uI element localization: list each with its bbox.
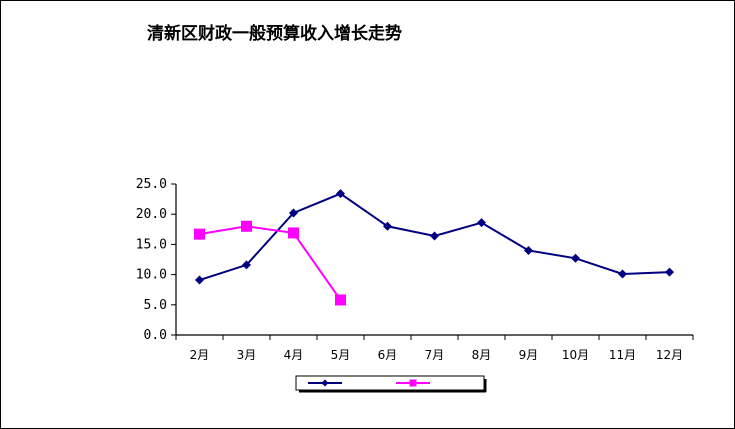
- data-point: [195, 275, 204, 285]
- x-tick-label: 11月: [609, 348, 636, 362]
- data-point: [409, 379, 417, 387]
- y-tick-label: 15.0: [136, 237, 167, 252]
- data-point: [571, 253, 580, 263]
- legend: [295, 375, 487, 393]
- x-tick-label: 7月: [425, 348, 445, 362]
- y-tick-label: 25.0: [136, 177, 167, 192]
- x-tick-label: 2月: [190, 348, 210, 362]
- data-point: [335, 294, 346, 306]
- series-layer: [194, 189, 674, 306]
- data-point: [336, 189, 345, 199]
- y-tick-label: 0.0: [144, 328, 167, 343]
- series-line-group: [195, 189, 674, 285]
- axes: 0.0 5.0 10.0 15.0 20.0 25.0 2月 3月 4月 5月 6月 7月 8月 9月 10…: [136, 177, 694, 362]
- x-tick-label: 5月: [331, 348, 351, 362]
- x-tick-label: 12月: [656, 348, 683, 362]
- y-tick-label: 10.0: [136, 268, 167, 283]
- data-point: [241, 220, 252, 232]
- x-tick-label: 6月: [378, 348, 398, 362]
- y-tick-label: 20.0: [136, 207, 167, 222]
- x-tick-label: 10月: [562, 348, 589, 362]
- series-line-group: [194, 220, 346, 306]
- series-line: [199, 225, 342, 301]
- data-point: [477, 218, 486, 228]
- data-point: [321, 379, 329, 387]
- data-point: [665, 267, 674, 277]
- legend-box: [295, 375, 485, 391]
- y-tick-label: 5.0: [144, 298, 167, 313]
- chart-title: 清新区财政一般预算收入增长走势: [147, 24, 402, 44]
- data-point: [289, 208, 298, 218]
- data-point: [383, 221, 392, 231]
- x-tick-label: 9月: [519, 348, 539, 362]
- x-tick-label: 4月: [284, 348, 304, 362]
- data-point: [288, 227, 299, 239]
- data-point: [618, 269, 627, 279]
- data-point: [194, 228, 205, 240]
- data-point: [242, 260, 251, 270]
- data-point: [430, 231, 439, 241]
- x-tick-label: 8月: [472, 348, 492, 362]
- x-tick-label: 3月: [237, 348, 257, 362]
- data-point: [524, 245, 533, 255]
